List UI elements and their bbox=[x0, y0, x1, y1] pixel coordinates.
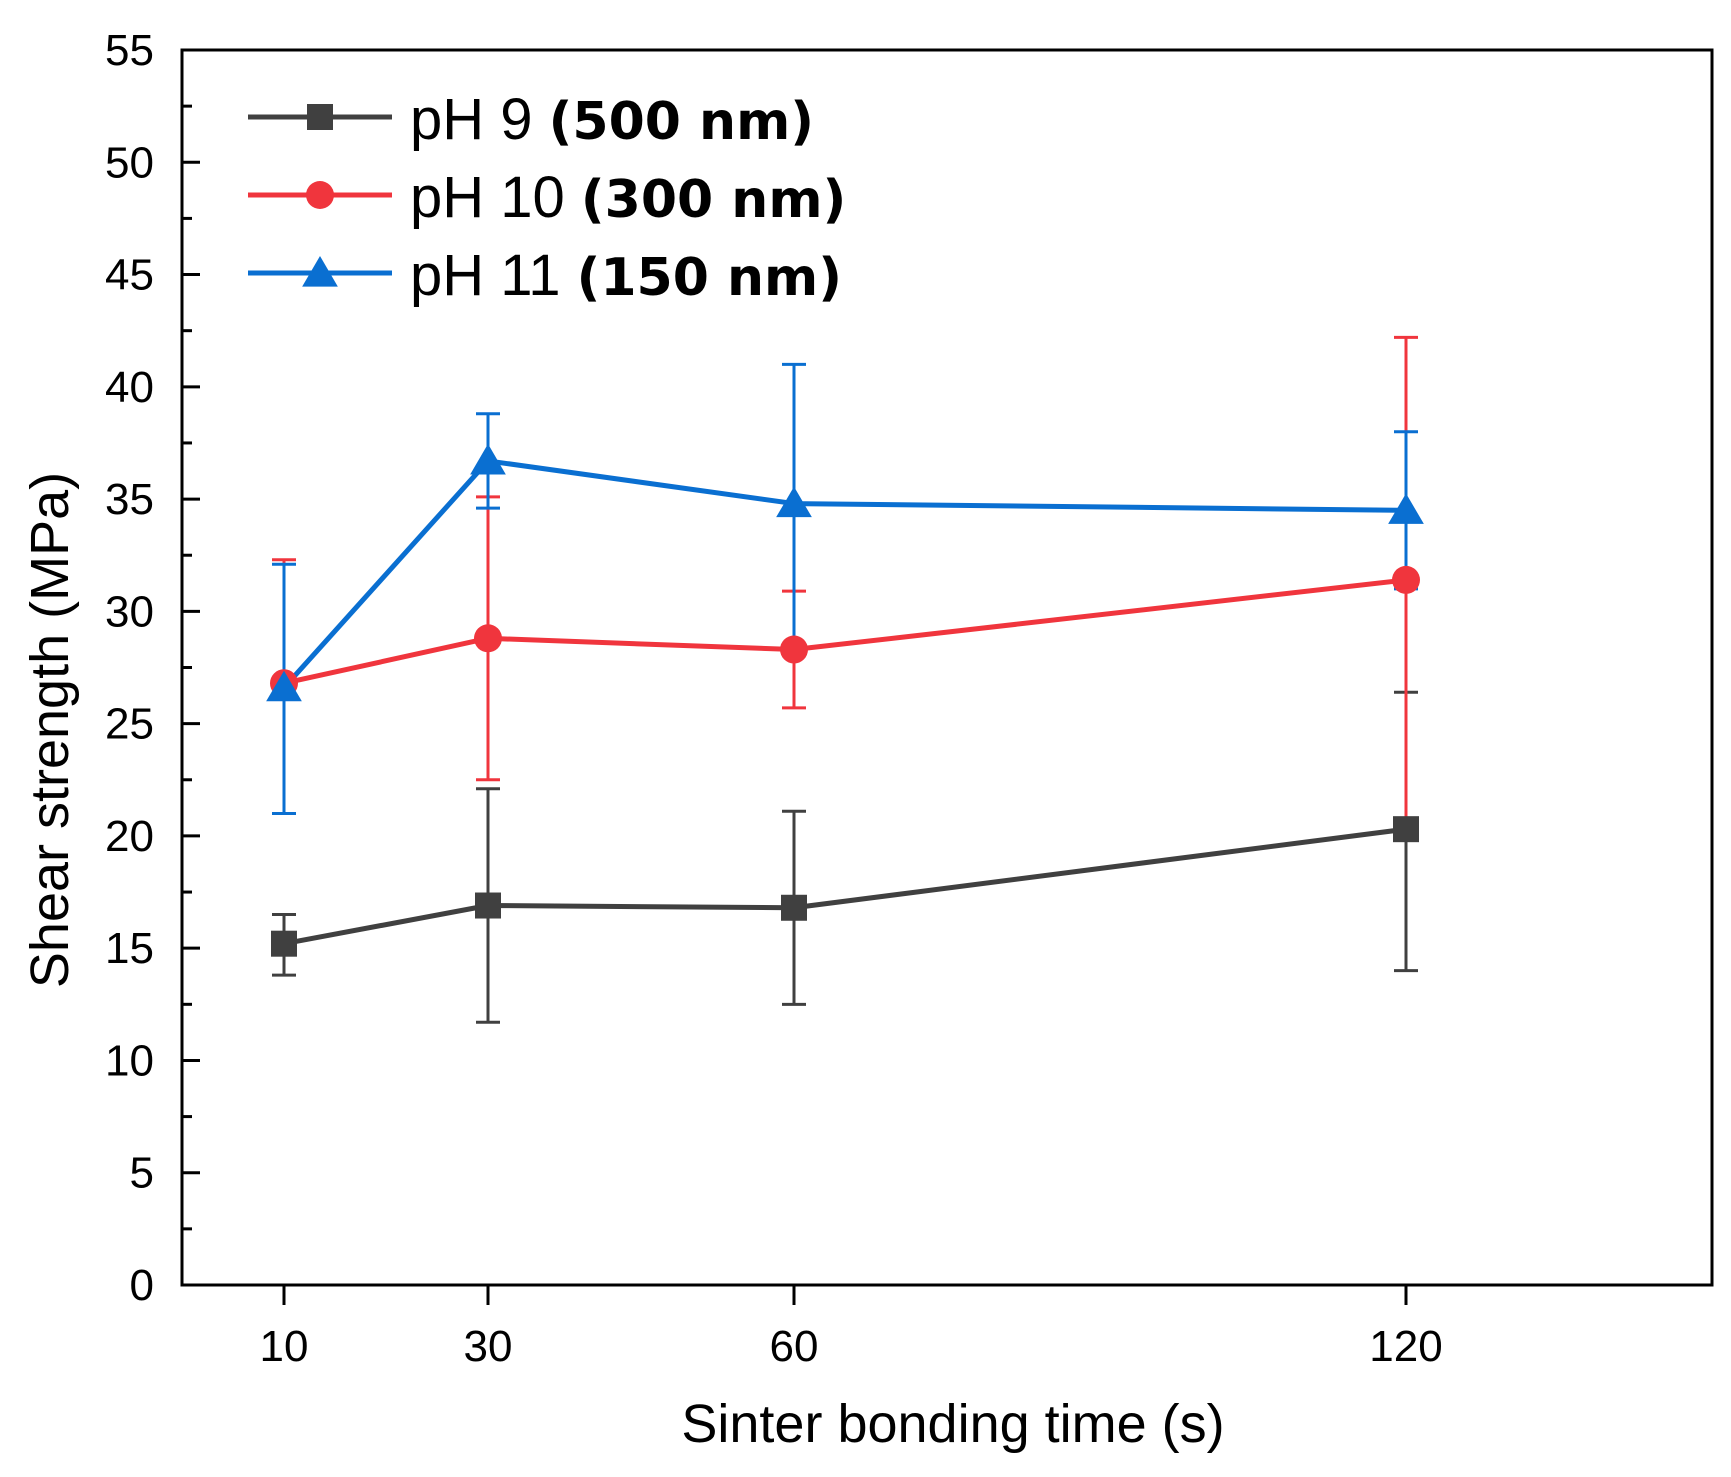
legend: pH 9 (500 nm) pH 10 (300 nm) pH 11 (150 nm… bbox=[248, 87, 846, 308]
y-tick-label: 10 bbox=[105, 1036, 154, 1085]
data-point-ph11 bbox=[1388, 493, 1424, 524]
legend-marker-ph10 bbox=[306, 181, 334, 209]
series-markers-layer bbox=[266, 443, 1424, 957]
errorbar-layer bbox=[272, 335, 1418, 1024]
data-point-ph9 bbox=[781, 894, 807, 921]
y-tick-label: 55 bbox=[105, 26, 154, 75]
y-tick-label: 45 bbox=[105, 251, 154, 300]
legend-marker-ph11 bbox=[302, 256, 338, 287]
x-tick-label: 30 bbox=[464, 1322, 513, 1371]
y-tick-label: 20 bbox=[105, 812, 154, 861]
data-point-ph11 bbox=[470, 443, 506, 475]
series-line-ph9 bbox=[283, 826, 1407, 947]
y-tick-label: 5 bbox=[130, 1149, 154, 1198]
series-line-ph11 bbox=[282, 458, 1407, 690]
y-tick-label: 40 bbox=[105, 363, 154, 412]
data-point-ph11 bbox=[266, 670, 302, 702]
legend-marker-ph9 bbox=[307, 104, 333, 130]
x-tick-label: 10 bbox=[260, 1322, 309, 1371]
data-point-ph11 bbox=[776, 486, 812, 518]
x-tick-label: 120 bbox=[1369, 1322, 1442, 1371]
data-point-ph9 bbox=[271, 930, 297, 957]
x-axis-title: Sinter bonding time (s) bbox=[681, 1394, 1224, 1454]
series-lines-layer bbox=[282, 458, 1407, 947]
data-point-ph10 bbox=[474, 624, 502, 653]
plot-frame bbox=[180, 48, 1714, 1287]
legend-label-ph10: pH 10 (300 nm) bbox=[410, 165, 846, 230]
y-tick-label: 35 bbox=[105, 475, 154, 524]
legend-label-ph11: pH 11 (150 nm) bbox=[410, 243, 842, 308]
axes-layer: 0 5 10 15 20 25 30 35 40 45 50 55 10 30 60 120 bbox=[105, 26, 1714, 1371]
legend-size-ph9: (500 nm) bbox=[549, 92, 814, 152]
legend-size-ph10: (300 nm) bbox=[581, 170, 846, 230]
x-tick-label: 60 bbox=[770, 1322, 819, 1371]
legend-size-ph11: (150 nm) bbox=[577, 248, 842, 308]
y-tick-label: 25 bbox=[105, 700, 154, 749]
legend-label-ph9: pH 9 (500 nm) bbox=[410, 87, 814, 152]
data-point-ph10 bbox=[1392, 565, 1420, 594]
data-point-ph10 bbox=[780, 635, 808, 664]
y-axis-title: Shear strength (MPa) bbox=[20, 472, 80, 988]
y-tick-label: 50 bbox=[105, 138, 154, 187]
data-point-ph9 bbox=[1393, 816, 1419, 843]
y-tick-label: 0 bbox=[130, 1261, 154, 1310]
y-tick-label: 15 bbox=[105, 924, 154, 973]
y-tick-label: 30 bbox=[105, 587, 154, 636]
data-point-ph9 bbox=[475, 892, 501, 919]
series-line-ph10 bbox=[283, 577, 1407, 686]
